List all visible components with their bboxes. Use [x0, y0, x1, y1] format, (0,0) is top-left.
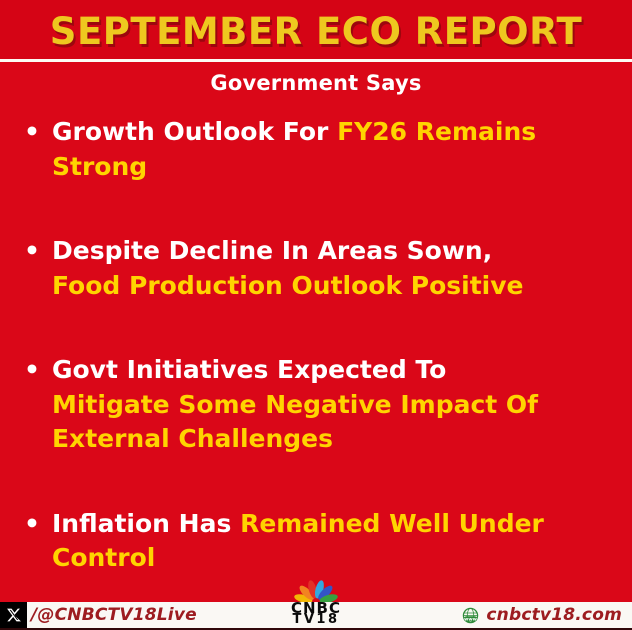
- bullet-dot: [24, 353, 40, 457]
- bullet-text-white: Despite Decline In Areas Sown,: [51, 236, 493, 265]
- cnbc-tv18-wordmark: CNBC TV18: [290, 599, 342, 627]
- x-handle: /@CNBCTV18Live: [31, 605, 197, 625]
- bullet-text: Growth Outlook For FY26 Remains Strong: [52, 115, 614, 184]
- subtitle: Government Says: [210, 71, 422, 95]
- bullet-text-white: Growth Outlook For: [51, 117, 329, 146]
- bullet-text-highlight: Mitigate Some Negative Impact Of Externa…: [51, 389, 539, 454]
- bullet-item: Growth Outlook For FY26 Remains Strong: [24, 115, 614, 184]
- page-title: SEPTEMBER ECO REPORT: [49, 10, 583, 53]
- bullet-item: Govt Initiatives Expected To Mitigate So…: [24, 353, 614, 457]
- cnbc-wordmark-line2: TV18: [292, 612, 340, 627]
- bullet-text-white: Inflation Has: [51, 508, 232, 538]
- bullet-dot: [24, 115, 40, 184]
- divider-line: [0, 59, 632, 62]
- bullet-text-highlight: Food Production Outlook Positive: [51, 270, 524, 300]
- cnbc-wordmark-line1: CNBC: [290, 599, 342, 617]
- bullet-text: Inflation Has Remained Well Under Contro…: [52, 507, 614, 576]
- bullet-text: Govt Initiatives Expected To Mitigate So…: [52, 353, 614, 457]
- x-logo-icon: [0, 602, 27, 628]
- bullet-text: Despite Decline In Areas Sown, Food Prod…: [52, 234, 524, 303]
- bullet-list: Growth Outlook For FY26 Remains Strong D…: [0, 115, 632, 576]
- bullet-text-highlight: Remained Well Under Control: [51, 508, 544, 573]
- bullet-item: Inflation Has Remained Well Under Contro…: [24, 507, 614, 576]
- bullet-text-white: Govt Initiatives Expected To: [51, 355, 447, 384]
- bullet-dot: [24, 507, 40, 576]
- bullet-text-highlight: FY26 Remains Strong: [51, 117, 537, 181]
- www-globe-icon: www: [463, 607, 479, 623]
- banner: SEPTEMBER ECO REPORT: [0, 0, 632, 59]
- website-url: cnbctv18.com: [486, 605, 622, 625]
- footer-bar: /@CNBCTV18Live CNBC TV18 www cnbctv18.co…: [0, 599, 632, 630]
- bullet-dot: [24, 234, 40, 303]
- footer-social: /@CNBCTV18Live: [0, 602, 197, 628]
- footer-website: www cnbctv18.com: [462, 605, 632, 625]
- globe-www-label: www: [465, 617, 478, 622]
- bullet-item: Despite Decline In Areas Sown, Food Prod…: [24, 234, 614, 303]
- cnbc-peacock-icon: [294, 580, 338, 603]
